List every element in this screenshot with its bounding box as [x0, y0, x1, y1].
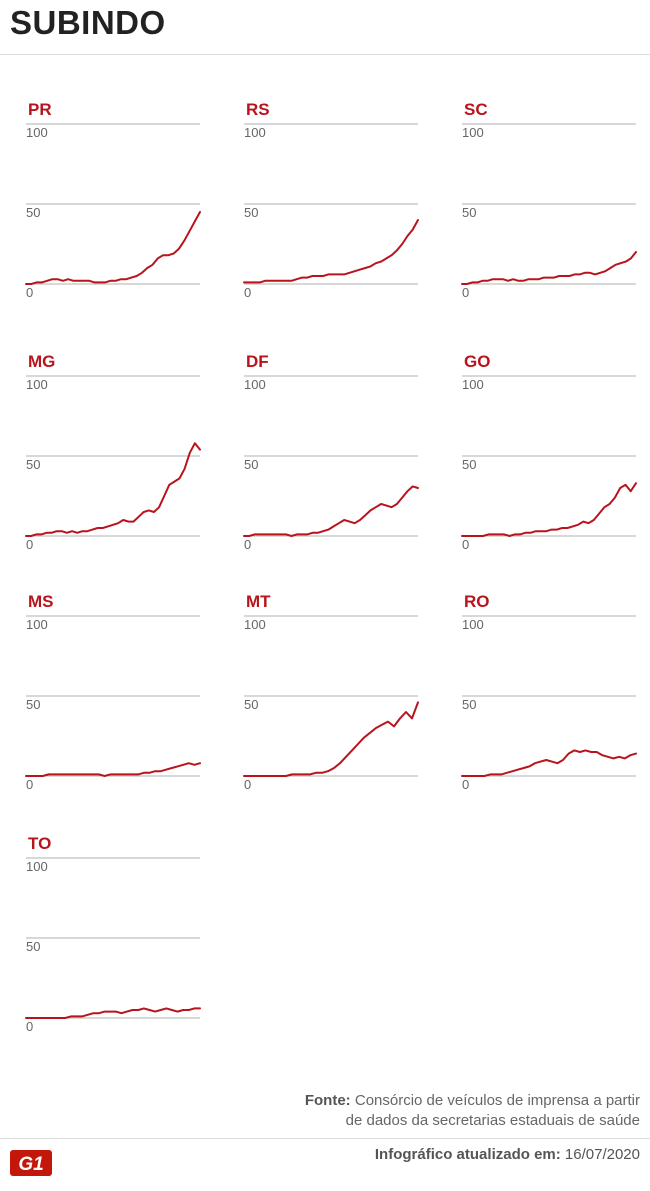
tick-label-0: 0	[244, 777, 251, 792]
line-chart: 100 50 0	[461, 375, 637, 552]
tick-label-100: 100	[26, 125, 48, 140]
series-line-ro	[461, 749, 637, 777]
tick-label-50: 50	[26, 457, 40, 472]
chart-panel-df: DF 100 50 0	[243, 352, 444, 552]
tick-label-50: 50	[244, 205, 258, 220]
chart-title: RS	[246, 100, 270, 119]
tick-label-0: 0	[462, 537, 469, 552]
update-label: Infográfico atualizado em:	[374, 1146, 561, 1163]
source-label: Fonte:	[304, 1092, 351, 1109]
g1-logo-background	[10, 1150, 52, 1176]
source-note: Fonte: Consórcio de veículos de imprensa…	[305, 1091, 640, 1131]
series-line-ms	[25, 762, 201, 777]
tick-label-50: 50	[244, 697, 258, 712]
tick-label-0: 0	[244, 537, 251, 552]
source-line-2: de dados da secretarias estaduais de saú…	[345, 1112, 640, 1129]
line-chart: 100 50 0	[243, 123, 419, 300]
chart-panel-go: GO 100 50 0	[461, 352, 650, 552]
tick-label-100: 100	[244, 377, 266, 392]
series-line-df	[243, 485, 419, 537]
chart-title: MG	[28, 352, 56, 371]
chart-title: MT	[246, 592, 271, 611]
update-note: Infográfico atualizado em: 16/07/2020	[375, 1146, 640, 1163]
chart-panel-ms: MS 100 50 0	[25, 592, 226, 792]
g1-logo-text: G1	[18, 1154, 43, 1175]
chart-title: GO	[464, 352, 491, 371]
tick-label-100: 100	[462, 125, 484, 140]
source-line-1: Consórcio de veículos de imprensa a part…	[354, 1092, 640, 1109]
page-title: SUBINDO	[10, 4, 166, 41]
chart-title: SC	[464, 100, 488, 119]
chart-panel-sc: SC 100 50 0	[461, 100, 650, 300]
tick-label-50: 50	[26, 939, 40, 954]
chart-panel-pr: PR 100 50 0	[25, 100, 226, 300]
tick-label-100: 100	[462, 377, 484, 392]
tick-label-50: 50	[26, 205, 40, 220]
tick-label-100: 100	[26, 859, 48, 874]
tick-label-50: 50	[462, 697, 476, 712]
tick-label-0: 0	[26, 777, 33, 792]
tick-label-0: 0	[26, 1019, 33, 1034]
tick-label-50: 50	[26, 697, 40, 712]
chart-panel-mt: MT 100 50 0	[243, 592, 444, 792]
series-line-go	[461, 482, 637, 537]
line-chart: 100 50 0	[243, 615, 419, 792]
series-line-pr	[25, 211, 201, 285]
tick-label-0: 0	[26, 537, 33, 552]
line-chart: 100 50 0	[25, 857, 201, 1034]
tick-label-100: 100	[244, 617, 266, 632]
tick-label-100: 100	[26, 617, 48, 632]
chart-panel-to: TO 100 50 0	[25, 834, 226, 1034]
series-line-to	[25, 1007, 201, 1019]
g1-logo: G1	[10, 1150, 52, 1176]
chart-title: PR	[28, 100, 52, 119]
line-chart: 100 50 0	[25, 123, 201, 300]
chart-title: RO	[464, 592, 490, 611]
series-line-rs	[243, 219, 419, 284]
chart-panel-ro: RO 100 50 0	[461, 592, 650, 792]
title-divider	[0, 54, 650, 55]
chart-title: MS	[28, 592, 54, 611]
tick-label-50: 50	[244, 457, 258, 472]
line-chart: 100 50 0	[243, 375, 419, 552]
tick-label-100: 100	[462, 617, 484, 632]
line-chart: 100 50 0	[461, 615, 637, 792]
line-chart: 100 50 0	[461, 123, 637, 300]
footer-divider	[0, 1138, 650, 1139]
series-line-mg	[25, 442, 201, 537]
tick-label-0: 0	[244, 285, 251, 300]
series-line-mt	[243, 701, 419, 777]
chart-title: TO	[28, 834, 52, 853]
line-chart: 100 50 0	[25, 615, 201, 792]
tick-label-100: 100	[26, 377, 48, 392]
line-chart: 100 50 0	[25, 375, 201, 552]
chart-panel-mg: MG 100 50 0	[25, 352, 226, 552]
tick-label-0: 0	[26, 285, 33, 300]
tick-label-100: 100	[244, 125, 266, 140]
tick-label-50: 50	[462, 457, 476, 472]
series-line-sc	[461, 251, 637, 285]
update-date: 16/07/2020	[564, 1146, 640, 1163]
tick-label-0: 0	[462, 285, 469, 300]
tick-label-50: 50	[462, 205, 476, 220]
chart-title: DF	[246, 352, 269, 371]
chart-panel-rs: RS 100 50 0	[243, 100, 444, 300]
tick-label-0: 0	[462, 777, 469, 792]
